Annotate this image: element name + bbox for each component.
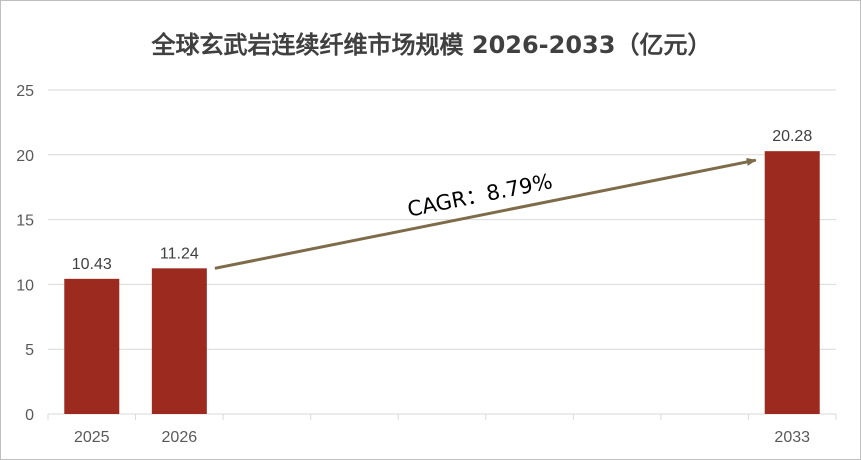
y-tick-label-20: 20 (16, 148, 34, 165)
bar-2025 (64, 278, 120, 414)
x-tick-label-2025: 2025 (74, 429, 110, 446)
x-tick-label-2026: 2026 (162, 429, 198, 446)
y-tick-label-0: 0 (25, 407, 34, 424)
bar-2033 (764, 151, 820, 414)
y-tick-label-5: 5 (25, 342, 34, 359)
bar-2026 (151, 268, 207, 414)
data-label-2026: 11.24 (160, 245, 199, 262)
cagr-arrow (214, 158, 757, 270)
y-tick-label-10: 10 (16, 277, 34, 294)
y-tick-label-25: 25 (16, 83, 34, 100)
y-tick-label-15: 15 (16, 213, 34, 230)
chart-title: 全球玄武岩连续纤维市场规模 2026-2033（亿元） (151, 31, 712, 59)
cagr-label: CAGR：8.79% (405, 169, 554, 221)
x-tick-label-2033: 2033 (774, 429, 810, 446)
data-label-2033: 20.28 (772, 128, 812, 145)
data-label-2025: 10.43 (72, 256, 112, 273)
